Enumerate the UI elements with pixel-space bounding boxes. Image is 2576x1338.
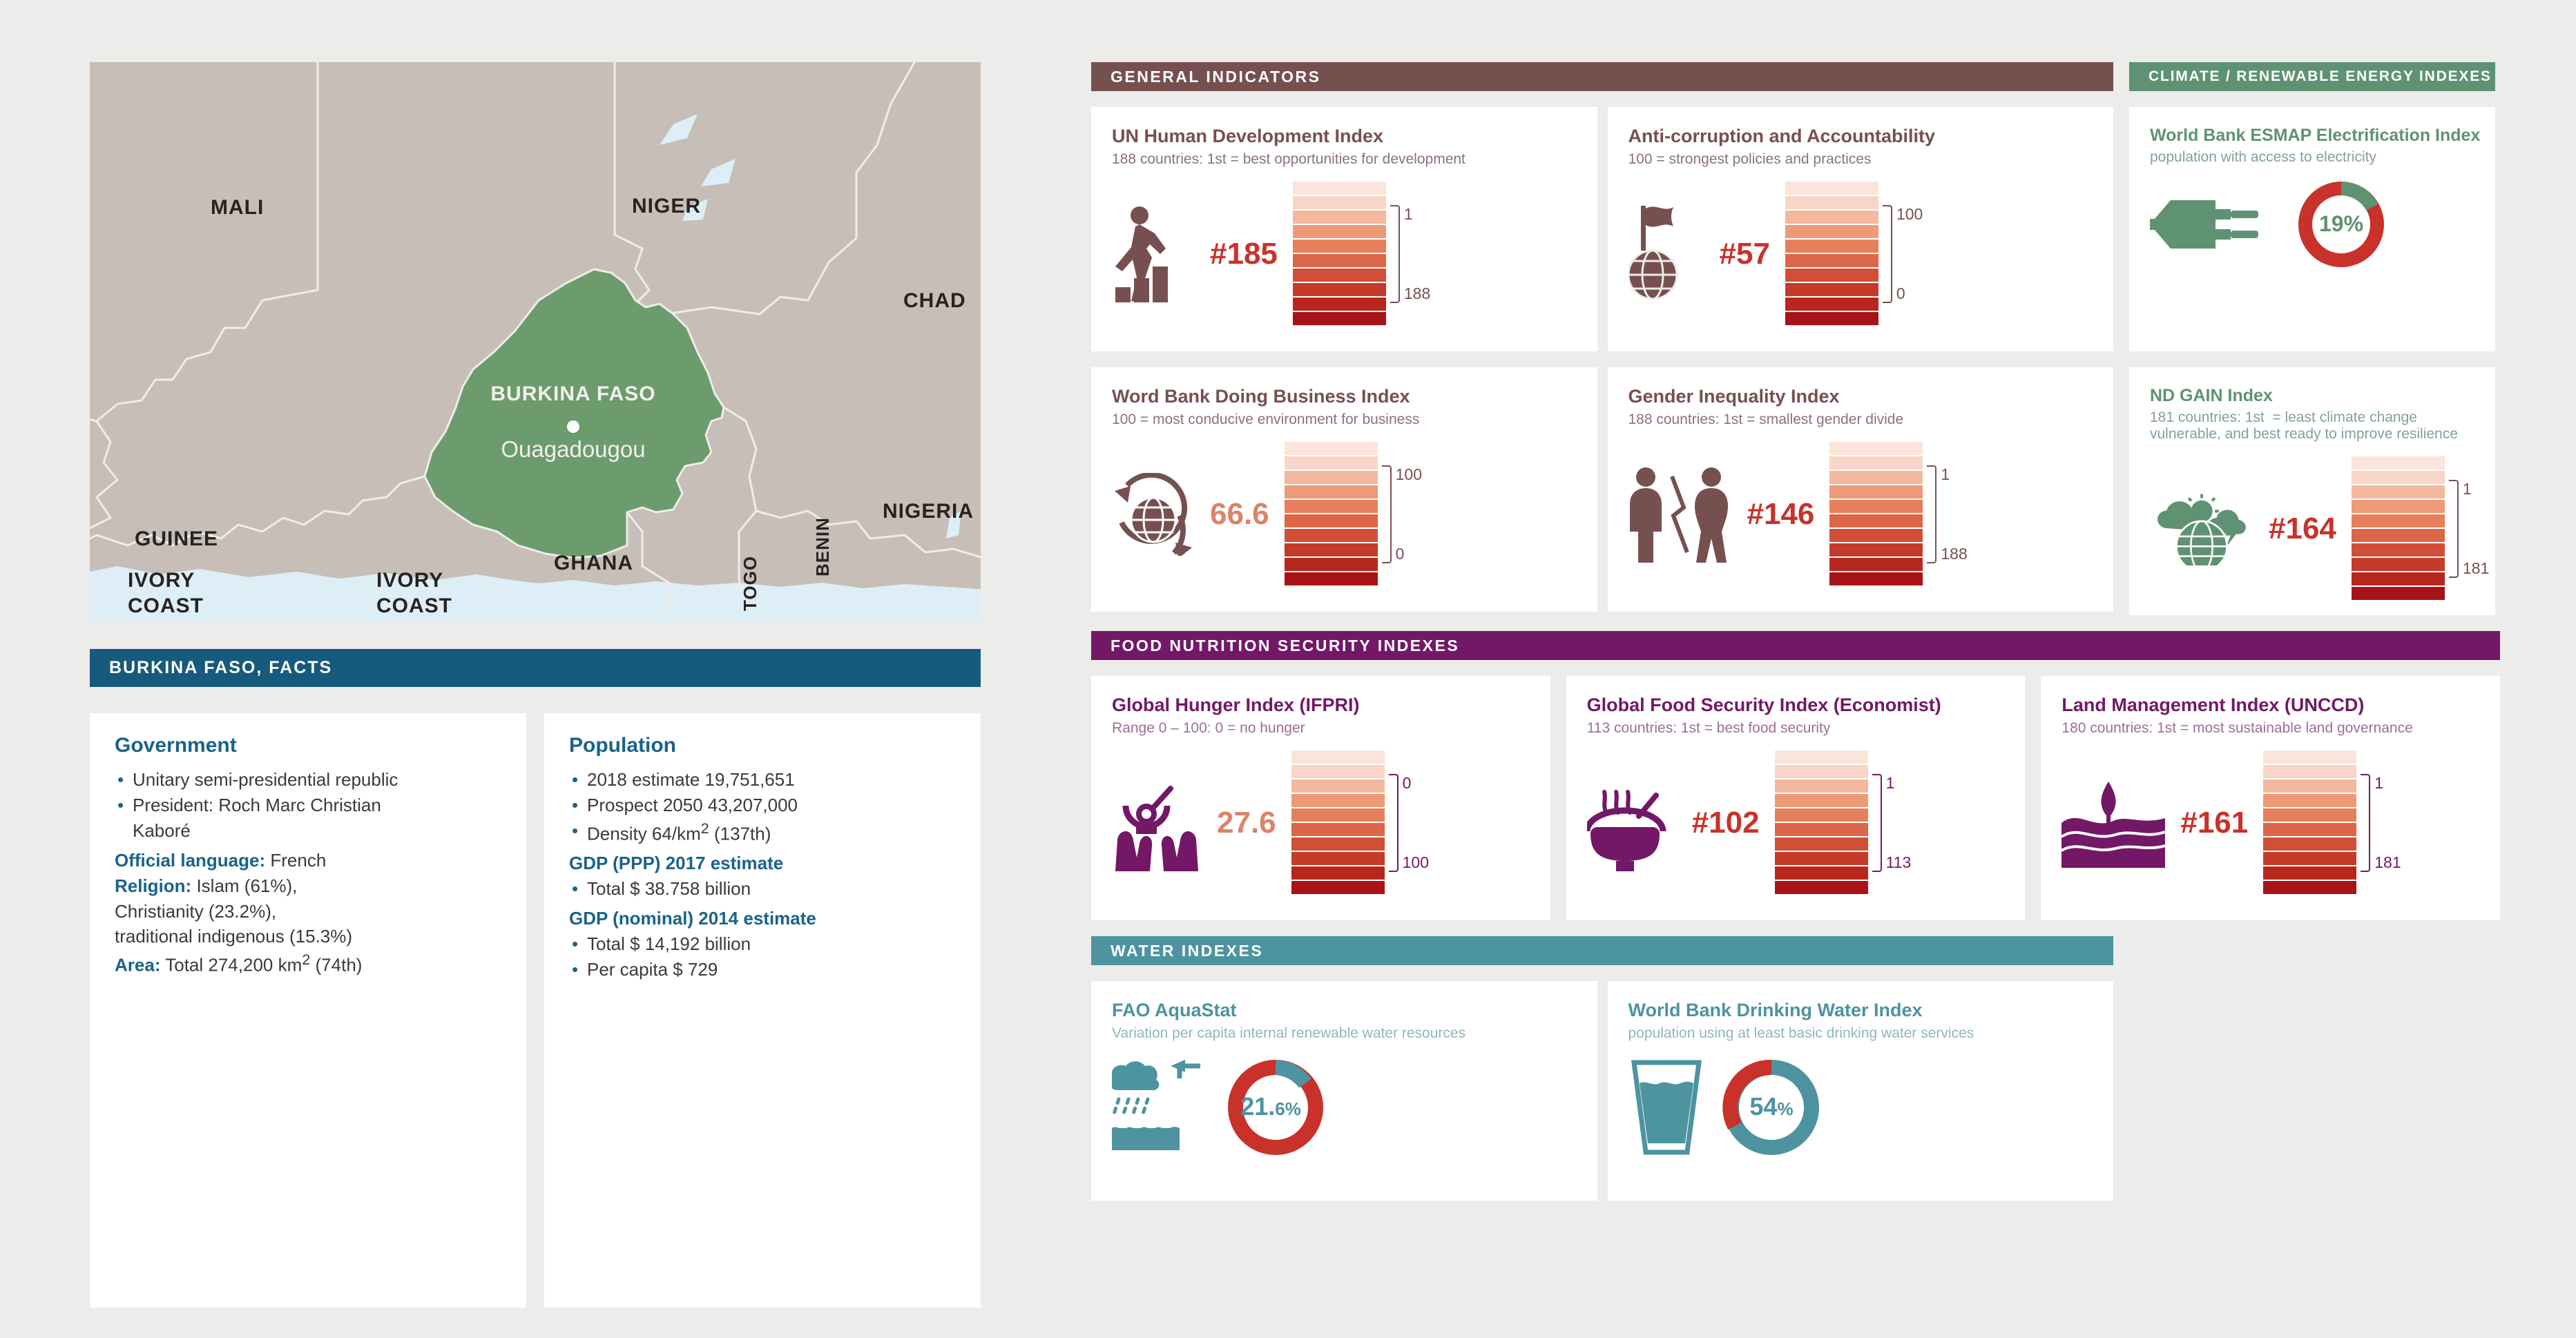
svg-text:GHANA: GHANA bbox=[554, 552, 633, 574]
svg-text:IVORY: IVORY bbox=[128, 569, 195, 592]
svg-text:19%: 19% bbox=[2319, 211, 2363, 236]
svg-text:TOGO: TOGO bbox=[740, 556, 760, 611]
svg-text:54%: 54% bbox=[1749, 1092, 1793, 1121]
svg-text:GUINEE: GUINEE bbox=[135, 527, 218, 550]
svg-text:CHAD: CHAD bbox=[903, 289, 966, 312]
svg-text:MALI: MALI bbox=[211, 196, 264, 219]
svg-text:BENIN: BENIN bbox=[812, 517, 833, 576]
svg-text:NIGERIA: NIGERIA bbox=[883, 500, 974, 523]
svg-text:COAST: COAST bbox=[376, 594, 452, 617]
svg-text:21.6%: 21.6% bbox=[1240, 1092, 1301, 1121]
svg-text:Ouagadougou: Ouagadougou bbox=[501, 436, 645, 462]
svg-text:BURKINA FASO: BURKINA FASO bbox=[490, 382, 655, 405]
svg-text:IVORY: IVORY bbox=[376, 569, 443, 592]
svg-text:COAST: COAST bbox=[128, 594, 204, 617]
svg-text:NIGER: NIGER bbox=[632, 195, 701, 217]
